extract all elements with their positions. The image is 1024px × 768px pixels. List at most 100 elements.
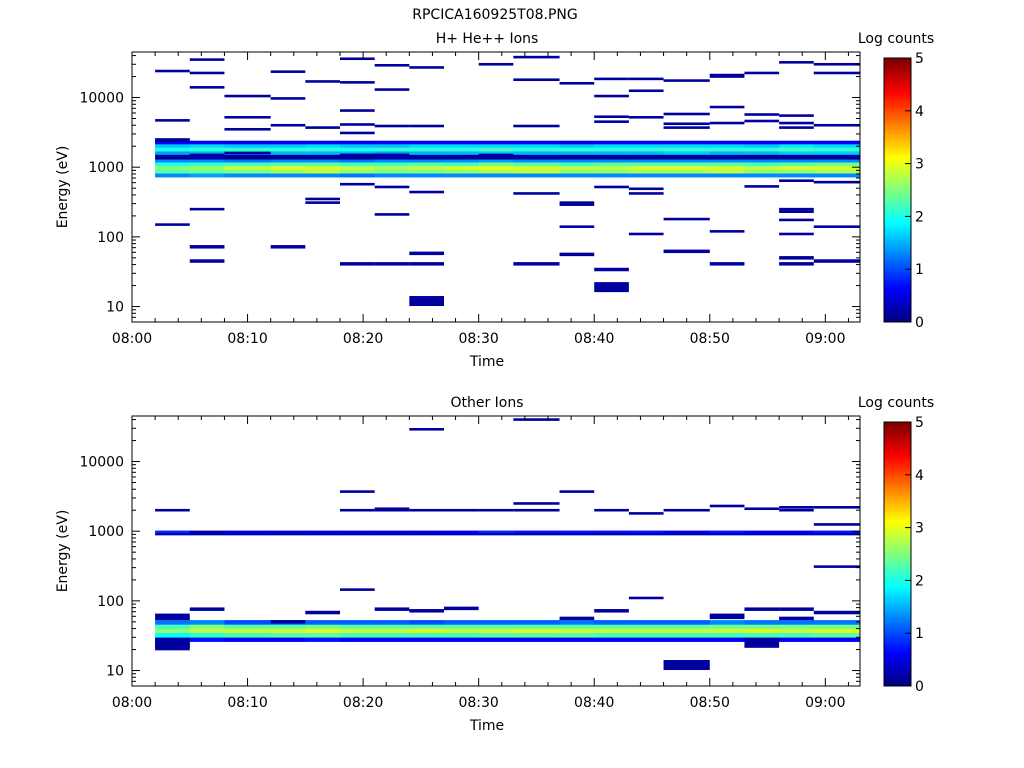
heatmap-cell (189, 151, 225, 155)
heatmap-cell (779, 232, 814, 236)
heatmap-cell (513, 151, 560, 155)
heatmap-cell (374, 124, 410, 128)
y-axis-label: Energy (eV) (55, 510, 71, 593)
heatmap-cell (559, 616, 595, 621)
colorbar-segment (884, 683, 911, 687)
heatmap-cell (409, 624, 445, 629)
colorbar-segment (884, 635, 911, 639)
colorbar-segment (884, 448, 911, 452)
heatmap-cell (594, 169, 630, 174)
heatmap-cell (444, 165, 480, 170)
heatmap-cell (813, 162, 860, 167)
heatmap-cell (444, 162, 480, 167)
heatmap-cell (779, 179, 814, 182)
heatmap-cell (559, 140, 595, 145)
colorbar-segment (884, 641, 911, 645)
colorbar-segment (884, 604, 911, 608)
heatmap-cell (813, 259, 860, 263)
colorbar-segment (884, 509, 911, 513)
heatmap-cell (628, 147, 664, 152)
heatmap-cell (374, 607, 410, 611)
heatmap-cell (744, 530, 780, 534)
heatmap-cell (709, 159, 745, 163)
heatmap-cell (663, 112, 710, 116)
heatmap-cell (663, 637, 711, 642)
heatmap-cell (813, 159, 860, 163)
heatmap-cell (224, 154, 272, 160)
heatmap-cell (305, 126, 340, 129)
heatmap-cell (779, 210, 814, 213)
heatmap-cell (340, 109, 375, 112)
heatmap-cell (409, 262, 444, 266)
heatmap-cell (559, 637, 595, 642)
heatmap-cell (409, 173, 445, 178)
heatmap-cell (513, 144, 560, 148)
colorbar-segment (884, 224, 911, 228)
heatmap-cell (478, 159, 514, 163)
colorbar-segment (884, 292, 911, 297)
heatmap-cell (189, 147, 225, 152)
heatmap-cell (224, 151, 271, 155)
heatmap-cell (779, 126, 814, 129)
colorbar-segment (884, 182, 911, 186)
colorbar-segment (884, 314, 911, 318)
heatmap-cell (813, 62, 860, 66)
colorbar-segment (884, 102, 911, 107)
heatmap-cell (628, 116, 664, 119)
heatmap-cell (779, 508, 814, 512)
heatmap-cell (340, 123, 375, 126)
heatmap-cell (155, 159, 191, 163)
heatmap-cell (559, 151, 595, 155)
heatmap-cell (779, 147, 815, 152)
heatmap-cell (663, 122, 710, 126)
heatmap-cell (340, 153, 375, 157)
heatmap-cell (594, 144, 630, 148)
colorbar-segment (884, 240, 911, 244)
heatmap-cell (594, 530, 630, 534)
colorbar-segment (884, 440, 911, 444)
heatmap-cell (270, 165, 306, 170)
heatmap-cell (628, 151, 664, 155)
x-tick-label: 08:40 (574, 331, 614, 347)
heatmap-cell (409, 147, 445, 152)
heatmap-cell (305, 620, 341, 625)
heatmap-cell (340, 131, 375, 135)
heatmap-cell (340, 490, 375, 493)
heatmap-cell (559, 628, 595, 633)
colorbar-segment (884, 664, 911, 669)
heatmap-cell (744, 637, 780, 648)
heatmap-cell (663, 144, 711, 148)
colorbar-segment (884, 659, 911, 663)
colorbar-segment (884, 219, 911, 223)
heatmap-cell (628, 140, 664, 145)
heatmap-cell (270, 154, 306, 160)
heatmap-cell (478, 628, 514, 633)
heatmap-cell (270, 97, 306, 100)
heatmap-cell (709, 632, 745, 638)
heatmap-cell (224, 147, 272, 152)
heatmap-cell (189, 607, 225, 611)
heatmap-cell (628, 159, 664, 163)
heatmap-cell (513, 55, 560, 59)
colorbar-segment (884, 277, 911, 281)
colorbar-segment (884, 472, 911, 476)
heatmap-cell (779, 165, 815, 170)
heatmap-cell (628, 632, 664, 638)
heatmap-cell (513, 628, 560, 633)
heatmap-cell (374, 532, 410, 536)
heatmap-cell (744, 632, 780, 638)
heatmap-cell (744, 140, 780, 145)
colorbar-segment (884, 524, 911, 529)
heatmap-cell (305, 173, 341, 178)
colorbar-segment (884, 546, 911, 550)
colorbar-segment (884, 237, 911, 241)
colorbar-tick-label: 4 (915, 104, 924, 120)
colorbar-segment (884, 583, 911, 587)
heatmap-cell (340, 628, 376, 633)
heatmap-cell (744, 624, 780, 629)
heatmap-cell (340, 147, 376, 152)
heatmap-cell (559, 173, 595, 178)
heatmap-cell (628, 596, 664, 600)
heatmap-cell (628, 232, 664, 236)
x-tick-label: 08:00 (112, 695, 152, 711)
